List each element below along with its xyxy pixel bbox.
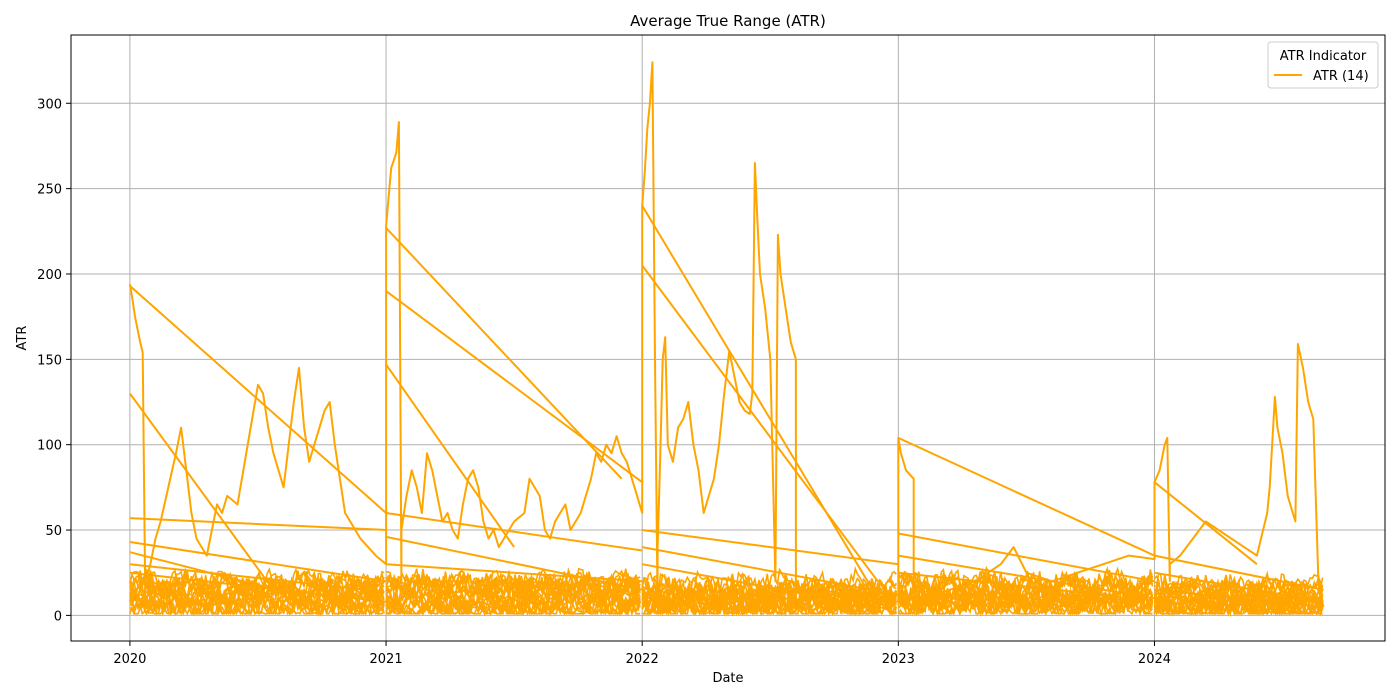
atr-cross-line xyxy=(129,392,275,591)
atr-noise-line xyxy=(897,595,1153,617)
atr-cross-line xyxy=(129,517,387,531)
atr-noise-line xyxy=(897,587,1154,617)
plot-frame xyxy=(70,34,1386,642)
atr-cross-line xyxy=(1153,481,1258,565)
atr-cross-line xyxy=(641,205,879,599)
atr-noise-line xyxy=(385,584,641,613)
legend-entry-atr: ATR (14) xyxy=(1313,69,1369,84)
legend-box xyxy=(1267,41,1379,89)
x-tick-label: 2021 xyxy=(370,652,403,667)
atr-cross-line xyxy=(642,563,848,603)
y-axis-label: ATR xyxy=(15,326,30,351)
atr-cross-line xyxy=(129,285,387,514)
atr-cross-line xyxy=(897,436,1155,557)
x-tick-label: 2020 xyxy=(113,652,146,667)
atr-noise-line xyxy=(385,567,641,597)
y-tick-label: 300 xyxy=(37,97,62,112)
data-layer xyxy=(128,61,1325,617)
atr-noise-line xyxy=(386,570,641,599)
atr-cross-line xyxy=(898,532,1155,583)
y-tick-label: 200 xyxy=(37,268,62,283)
atr-noise-band xyxy=(129,565,1324,617)
y-tick-label: 100 xyxy=(37,439,62,454)
x-tick-label: 2024 xyxy=(1138,652,1171,667)
atr-cross-line xyxy=(1154,554,1324,591)
chart-title: Average True Range (ATR) xyxy=(630,12,826,30)
atr-cross-line xyxy=(129,541,387,583)
atr-noise-line xyxy=(129,597,385,617)
atr-cross-line xyxy=(1154,571,1324,603)
atr-cross-line xyxy=(898,571,1104,596)
y-tick-label: 0 xyxy=(54,609,62,624)
atr-cross-line xyxy=(385,512,643,552)
atr-noise-line xyxy=(641,573,897,606)
x-tick-label: 2023 xyxy=(882,652,915,667)
atr-noise-line xyxy=(129,596,385,617)
atr-noise-line xyxy=(1153,591,1324,617)
atr-cross-line xyxy=(385,290,643,484)
atr-main-line xyxy=(128,61,1325,608)
x-tick-label: 2022 xyxy=(626,652,659,667)
atr-cross-line xyxy=(385,535,643,591)
tick-layer: 2020 2021 2022 2023 2024 0 50 100 150 200 250 300 xyxy=(37,97,1171,667)
y-tick-label: 50 xyxy=(45,524,62,539)
atr-cross-line xyxy=(385,363,515,548)
atr-cross-line xyxy=(386,563,643,583)
y-tick-label: 150 xyxy=(37,353,62,368)
atr-cross-line xyxy=(642,529,899,566)
legend-title: ATR Indicator xyxy=(1280,49,1367,64)
atr-noise-line xyxy=(1153,584,1324,614)
atr-cross-line xyxy=(642,546,899,596)
atr-noise-line xyxy=(129,579,385,610)
atr-noise-line xyxy=(642,593,897,617)
legend: ATR Indicator ATR (14) xyxy=(1267,41,1379,89)
y-tick-label: 250 xyxy=(37,183,62,198)
atr-cross-line xyxy=(898,554,1155,600)
atr-cross-line xyxy=(129,563,366,591)
atr-cross-line xyxy=(641,264,879,582)
x-axis-label: Date xyxy=(712,671,743,686)
atr-cross-line xyxy=(1154,588,1324,608)
atr-noise-line xyxy=(641,591,897,617)
atr-noise-line xyxy=(1153,589,1324,617)
atr-cross-line xyxy=(129,571,387,603)
